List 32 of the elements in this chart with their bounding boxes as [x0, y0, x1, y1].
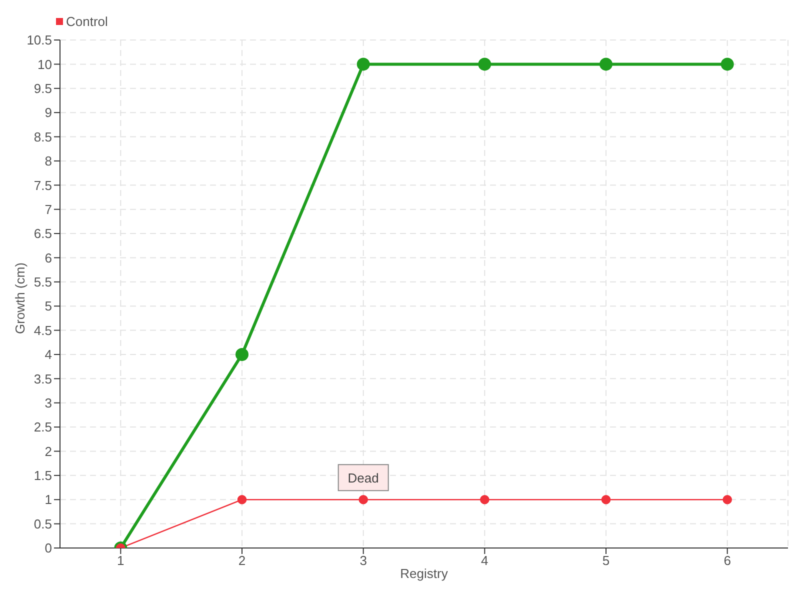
y-tick-label: 7.5 [34, 178, 52, 193]
y-tick-label: 3.5 [34, 371, 52, 386]
x-tick-label: 1 [117, 553, 124, 568]
y-tick-label: 5 [44, 298, 52, 314]
y-axis-title: Growth (cm) [12, 262, 28, 334]
y-tick-label: 10.5 [26, 32, 52, 48]
y-tick-label: 8.5 [34, 129, 52, 144]
x-tick-label: 5 [602, 553, 610, 568]
annotation: Dead [348, 470, 379, 486]
x-tick-label: 3 [360, 553, 367, 568]
y-tick-label: 6.5 [34, 226, 52, 242]
x-axis-title: Registry [400, 566, 448, 581]
x-tick-label: 4 [481, 553, 488, 568]
y-tick-label: 0 [44, 540, 52, 556]
y-tick-label: 1.5 [34, 468, 52, 484]
y-tick-label: 3 [44, 395, 52, 410]
x-tick-label: 2 [238, 553, 246, 568]
y-tick-label: 5.5 [34, 274, 52, 290]
y-tick-label: 6 [44, 250, 52, 266]
y-tick-label: 9 [44, 105, 52, 120]
y-tick-label: 9.5 [34, 80, 52, 96]
y-tick-label: 4.5 [34, 322, 52, 338]
y-tick-label: 1 [44, 492, 52, 508]
y-tick-label: 2 [44, 444, 52, 459]
legend-label: Control [66, 14, 108, 29]
y-tick-label: 4 [44, 347, 52, 362]
y-tick-label: 0.5 [34, 516, 52, 532]
y-tick-label: 2.5 [34, 420, 52, 435]
y-tick-label: 10 [38, 56, 52, 72]
y-tick-label: 7 [44, 202, 52, 217]
x-tick-label: 6 [724, 553, 731, 568]
y-tick-label: 8 [44, 154, 52, 169]
